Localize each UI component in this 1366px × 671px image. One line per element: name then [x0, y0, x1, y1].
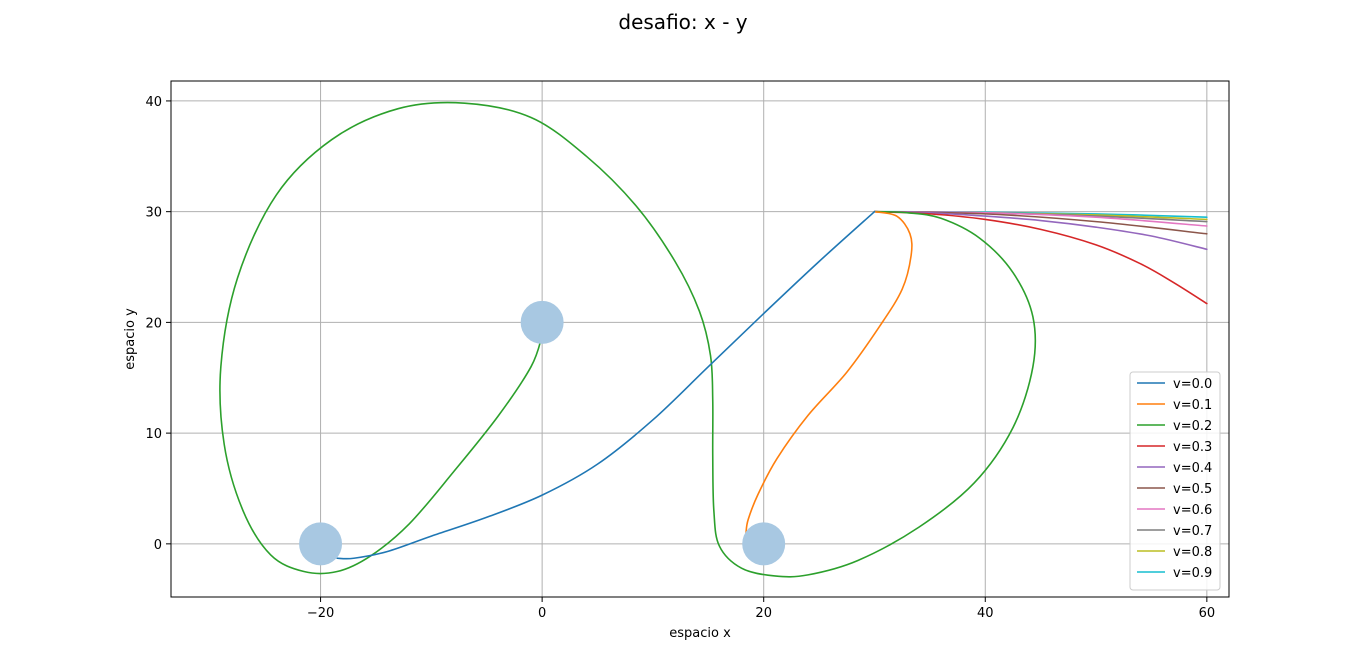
y-axis-label: espacio y: [123, 308, 138, 370]
legend-entry: v=0.7: [1173, 524, 1212, 539]
legend-entry: v=0.1: [1173, 398, 1212, 413]
series-line-v-0-2: [219, 101, 1037, 578]
legend-entry: v=0.5: [1173, 482, 1212, 497]
legend-entry: v=0.9: [1173, 566, 1212, 581]
marker-circle-2: [742, 522, 786, 566]
marker-circle-1: [299, 522, 343, 566]
series-line-v-0-0: [336, 210, 876, 560]
legend-box: [1129, 371, 1221, 591]
y-tick-label: 30: [145, 206, 162, 221]
y-tick-label: 0: [154, 538, 162, 553]
series-group: [219, 101, 1208, 578]
x-tick-label: 20: [755, 606, 772, 621]
x-axis-label: espacio x: [669, 626, 731, 641]
series-line-v-0-3: [873, 210, 1208, 305]
legend-entry: v=0.3: [1173, 440, 1212, 455]
x-tick-label: 60: [1199, 606, 1216, 621]
x-tick-label: −20: [307, 606, 334, 621]
x-tick-label: 0: [538, 606, 546, 621]
chart-title: desafio: x - y: [618, 10, 747, 34]
legend-entry: v=0.0: [1173, 377, 1212, 392]
y-tick-label: 20: [145, 316, 162, 331]
y-tick-label: 10: [145, 427, 162, 442]
legend-entry: v=0.8: [1173, 545, 1212, 560]
grid-lines: [171, 81, 1229, 597]
legend: v=0.0 v=0.1 v=0.2 v=0.3 v=0.4 v=0.5 v=0.6 v=0.7…: [1129, 371, 1221, 591]
axis-ticks: −20 0 20 40 60 0 10 20 30 40: [145, 95, 1215, 621]
legend-entry: v=0.6: [1173, 503, 1212, 518]
series-line-v-0-1: [745, 210, 913, 534]
series-line-v-0-4: [873, 210, 1208, 251]
plot-area: [219, 101, 1208, 578]
y-tick-label: 40: [145, 95, 162, 110]
marker-circle-0: [520, 300, 564, 344]
plot-frame: [170, 80, 1230, 598]
legend-entry: v=0.2: [1173, 419, 1212, 434]
legend-entry: v=0.4: [1173, 461, 1212, 476]
x-tick-label: 40: [977, 606, 994, 621]
